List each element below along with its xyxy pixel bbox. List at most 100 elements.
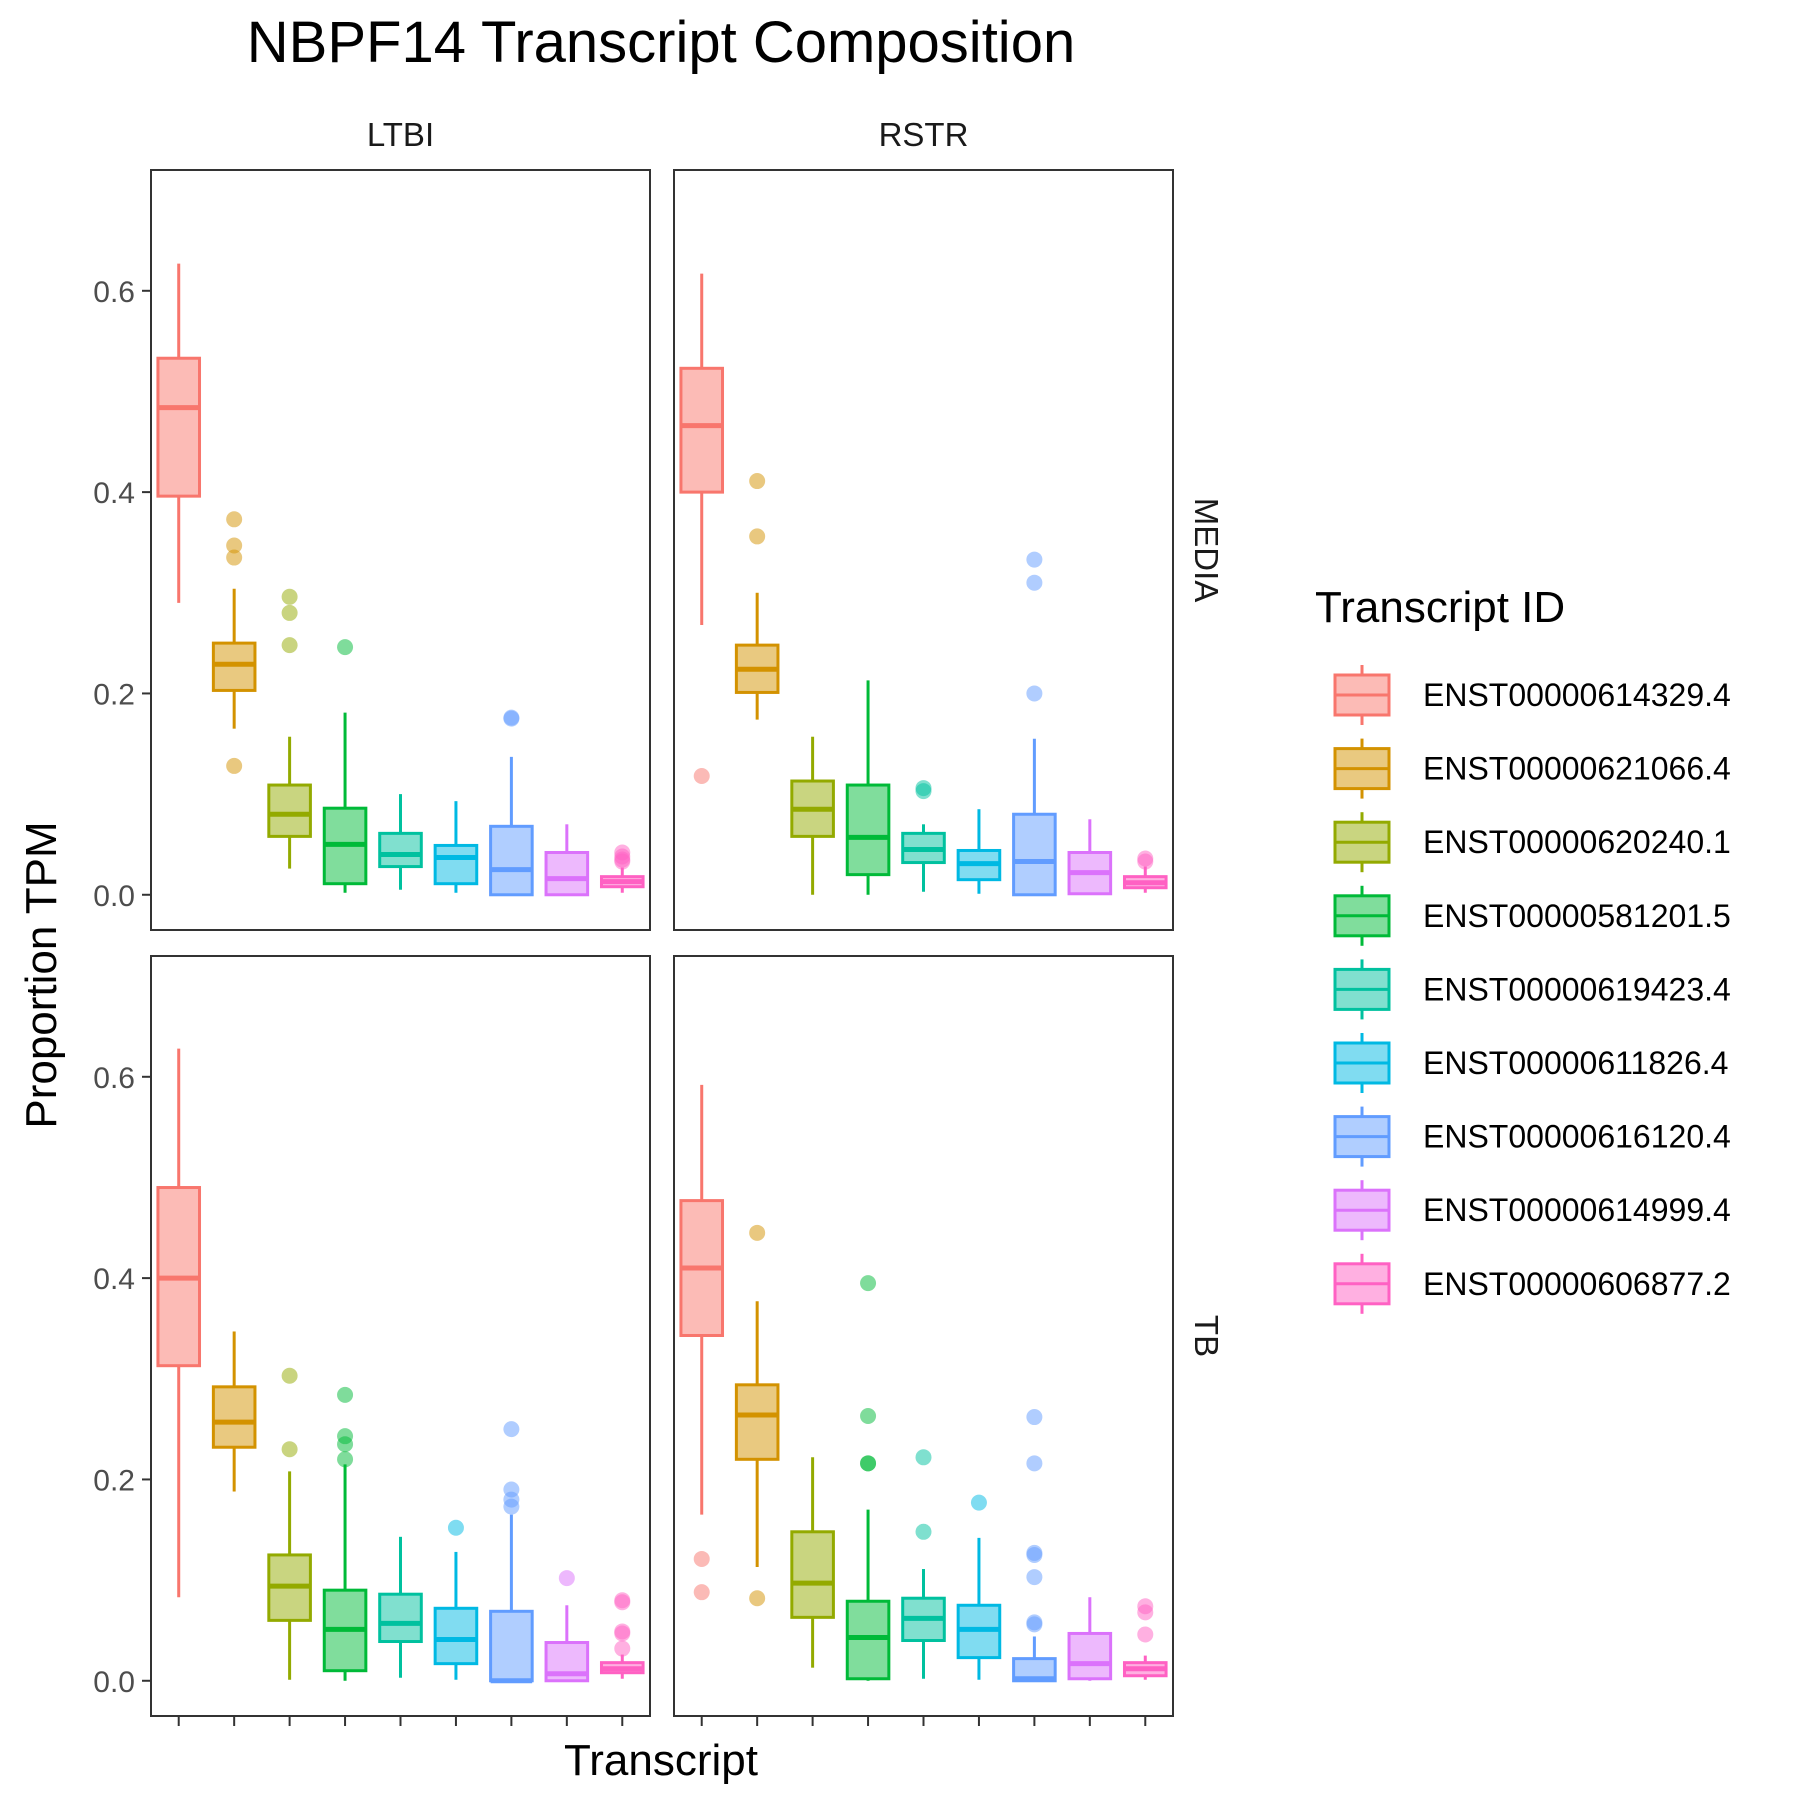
legend-label: ENST00000620240.1 — [1423, 824, 1731, 860]
legend-item-enst00000614999-4: ENST00000614999.4 — [1333, 1180, 1731, 1241]
outlier-point — [337, 1386, 354, 1403]
box-body — [544, 850, 590, 897]
chart-title: NBPF14 Transcript Composition — [247, 10, 1075, 75]
box-enst00000606877-2 — [599, 1592, 645, 1679]
box-body — [790, 1530, 835, 1619]
outlier-point — [281, 1367, 298, 1384]
box-enst00000611826-4 — [956, 809, 1002, 894]
box-enst00000581201-5 — [845, 680, 891, 895]
box-enst00000581201-5 — [845, 1275, 891, 1681]
panel-border — [150, 169, 651, 931]
legend-item-enst00000614329-4: ENST00000614329.4 — [1333, 665, 1731, 725]
legend-item-enst00000611826-4: ENST00000611826.4 — [1333, 1033, 1728, 1093]
outlier-point — [749, 528, 766, 545]
outlier-point — [1026, 574, 1043, 591]
box-enst00000606877-2 — [1122, 850, 1168, 893]
box-body — [845, 783, 891, 877]
box-body — [489, 1609, 534, 1683]
legend-item-enst00000581201-5: ENST00000581201.5 — [1333, 885, 1731, 946]
legend-label: ENST00000606877.2 — [1423, 1266, 1731, 1302]
panel-ltbi-media: 0.0 0.2 0.4 0.6 — [93, 169, 651, 931]
y-tick-label: 0.4 — [93, 477, 135, 510]
outlier-point — [970, 1494, 987, 1511]
panel-rstr-media — [673, 169, 1174, 931]
outlier-point — [503, 710, 520, 727]
box-enst00000614329-4 — [679, 273, 725, 784]
outlier-point — [226, 549, 243, 566]
y-tick-label: 0.2 — [93, 1464, 135, 1497]
panels: 0.0 0.2 0.4 0.6 0.0 0.2 0.4 0.6 LTBI RSTR MEDIA TB — [93, 116, 1225, 1726]
box-enst00000616120-4 — [489, 1421, 534, 1684]
panel-border — [673, 169, 1174, 931]
outlier-point — [337, 1451, 354, 1468]
box-enst00000614329-4 — [156, 1048, 202, 1598]
box-enst00000620240-1 — [267, 588, 312, 869]
outlier-point — [226, 511, 243, 528]
box-body — [156, 356, 202, 498]
box-enst00000606877-2 — [599, 844, 645, 893]
outlier-point — [226, 537, 243, 554]
box-enst00000581201-5 — [322, 639, 368, 893]
outlier-point — [1026, 551, 1043, 568]
box-enst00000621066-4 — [211, 1331, 257, 1492]
box-body — [211, 641, 257, 692]
outlier-point — [860, 1455, 877, 1472]
box-enst00000621066-4 — [211, 511, 257, 774]
box-enst00000619423-4 — [901, 780, 946, 892]
box-enst00000614999-4 — [1067, 1597, 1113, 1681]
y-tick-label: 0.2 — [93, 678, 135, 711]
outlier-point — [860, 1275, 877, 1292]
legend-label: ENST00000614999.4 — [1423, 1192, 1731, 1228]
box-enst00000581201-5 — [322, 1386, 368, 1681]
box-enst00000621066-4 — [734, 473, 780, 720]
outlier-point — [860, 1408, 877, 1425]
outlier-point — [1137, 1604, 1154, 1621]
x-axis-title: Transcript — [564, 1736, 758, 1785]
outlier-point — [281, 604, 298, 621]
box-body — [679, 366, 725, 494]
outlier-point — [749, 473, 766, 490]
legend-item-enst00000606877-2: ENST00000606877.2 — [1333, 1253, 1731, 1314]
panel-background — [674, 170, 1173, 930]
box-body — [378, 831, 423, 869]
outlier-point — [281, 1441, 298, 1458]
box-enst00000619423-4 — [378, 1536, 423, 1678]
outlier-point — [558, 1570, 575, 1587]
box-body — [845, 1599, 891, 1681]
box-enst00000614329-4 — [679, 1084, 725, 1601]
legend-item-enst00000616120-4: ENST00000616120.4 — [1333, 1106, 1731, 1167]
box-body — [267, 783, 312, 838]
box-body — [1067, 1631, 1113, 1681]
box-enst00000614999-4 — [1067, 819, 1113, 896]
y-axis-title: Proportion TPM — [17, 821, 66, 1128]
box-enst00000614329-4 — [156, 263, 202, 603]
box-enst00000611826-4 — [433, 801, 479, 893]
outlier-point — [281, 588, 298, 605]
box-enst00000616120-4 — [1012, 551, 1057, 897]
box-body — [1012, 812, 1057, 897]
outlier-point — [1026, 1455, 1043, 1472]
outlier-point — [447, 1519, 464, 1536]
box-body — [489, 824, 534, 897]
box-body — [211, 1385, 257, 1449]
strip-label-media: MEDIA — [1188, 498, 1225, 603]
outlier-point — [1026, 685, 1043, 702]
panel-ltbi-tb: 0.0 0.2 0.4 0.6 — [93, 955, 651, 1726]
outlier-point — [614, 1640, 631, 1657]
panel-rstr-tb — [673, 955, 1174, 1726]
outlier-point — [281, 637, 298, 654]
outlier-point — [693, 1584, 710, 1601]
legend: Transcript ID ENST00000614329.4 ENST00000… — [1315, 583, 1731, 1314]
strip-label-tb: TB — [1188, 1315, 1225, 1357]
outlier-point — [915, 1449, 932, 1466]
outlier-point — [749, 1224, 766, 1241]
box-enst00000616120-4 — [489, 709, 534, 897]
box-body — [433, 1606, 479, 1666]
y-tick-label: 0.0 — [93, 1666, 135, 1699]
box-enst00000611826-4 — [956, 1494, 1002, 1680]
box-enst00000614999-4 — [544, 824, 590, 897]
outlier-point — [614, 853, 631, 870]
y-tick-label: 0.6 — [93, 276, 135, 309]
outlier-point — [1137, 853, 1154, 870]
